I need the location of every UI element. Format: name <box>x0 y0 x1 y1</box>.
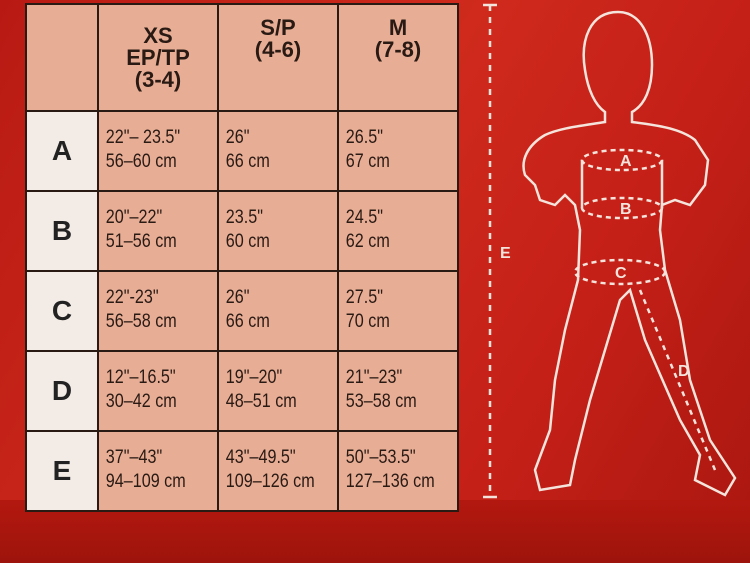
table-row: E 37"–43" 94–109 cm 43"–49.5" 109–126 cm 50"–… <box>25 430 459 512</box>
inches-value: 24.5" <box>345 207 383 228</box>
cell-text: 50"–53.5" 127–136 cm <box>339 432 439 494</box>
cm-value: 53–58 cm <box>345 391 417 412</box>
cm-value: 56–58 cm <box>105 311 177 332</box>
inches-value: 43"–49.5" <box>225 447 296 468</box>
size-cell: 27.5" 70 cm <box>337 270 459 352</box>
cm-value: 67 cm <box>345 151 390 172</box>
label-b: B <box>620 201 632 218</box>
inches-value: 12"–16.5" <box>105 367 176 388</box>
cm-value: 70 cm <box>345 311 390 332</box>
table-row: B 20"–22" 51–56 cm 23.5" 60 cm 24.5" 62 cm <box>25 190 459 272</box>
cell-text: 24.5" 62 cm <box>339 192 439 254</box>
cm-value: 62 cm <box>345 231 390 252</box>
cell-text: 12"–16.5" 30–42 cm <box>99 352 199 414</box>
size-cell: 24.5" 62 cm <box>337 190 459 272</box>
cell-text: 22"– 23.5" 56–60 cm <box>99 112 199 174</box>
row-label: E <box>25 430 99 512</box>
label-d: D <box>678 363 690 380</box>
row-label: A <box>25 110 99 192</box>
cell-text: 22"-23" 56–58 cm <box>99 272 199 334</box>
size-cell: 37"–43" 94–109 cm <box>97 430 219 512</box>
size-cell: 23.5" 60 cm <box>217 190 339 272</box>
inches-value: 22"-23" <box>105 287 159 308</box>
size-cell: 43"–49.5" 109–126 cm <box>217 430 339 512</box>
cm-value: 127–136 cm <box>345 471 435 492</box>
measure-c-ellipse <box>573 258 667 286</box>
size-cell: 21"–23" 53–58 cm <box>337 350 459 432</box>
header-m: M (7-8) <box>337 3 459 112</box>
measure-d-line <box>638 289 717 471</box>
cell-text: 26" 66 cm <box>219 272 319 334</box>
cell-text: 37"–43" 94–109 cm <box>99 432 199 494</box>
cm-value: 66 cm <box>225 311 270 332</box>
inches-value: 37"–43" <box>105 447 163 468</box>
label-c: C <box>615 265 627 282</box>
corner-cell <box>25 3 99 112</box>
cm-value: 48–51 cm <box>225 391 297 412</box>
size-cell: 22"– 23.5" 56–60 cm <box>97 110 219 192</box>
cm-value: 94–109 cm <box>105 471 186 492</box>
cm-value: 60 cm <box>225 231 270 252</box>
row-label: D <box>25 350 99 432</box>
cell-text: 27.5" 70 cm <box>339 272 439 334</box>
row-label: B <box>25 190 99 272</box>
size-cell: 20"–22" 51–56 cm <box>97 190 219 272</box>
cm-value: 30–42 cm <box>105 391 177 412</box>
child-measurement-figure: A B C D E <box>483 3 737 499</box>
label-a: A <box>620 153 632 170</box>
size-chart-table: XS EP/TP (3-4) S/P (4-6) M (7-8) A 22"– 23.5"… <box>25 3 459 512</box>
label-e: E <box>500 245 511 262</box>
cell-text: 43"–49.5" 109–126 cm <box>219 432 319 494</box>
inches-value: 20"–22" <box>105 207 163 228</box>
table-row: D 12"–16.5" 30–42 cm 19"–20" 48–51 cm 21"–23"… <box>25 350 459 432</box>
cell-text: 20"–22" 51–56 cm <box>99 192 199 254</box>
cm-value: 51–56 cm <box>105 231 177 252</box>
size-cell: 26" 66 cm <box>217 110 339 192</box>
header-row: XS EP/TP (3-4) S/P (4-6) M (7-8) <box>25 3 459 112</box>
table-row: C 22"-23" 56–58 cm 26" 66 cm 27.5" 70 cm <box>25 270 459 352</box>
cell-text: 21"–23" 53–58 cm <box>339 352 439 414</box>
cm-value: 56–60 cm <box>105 151 177 172</box>
inches-value: 23.5" <box>225 207 263 228</box>
cell-text: 19"–20" 48–51 cm <box>219 352 319 414</box>
inches-value: 26.5" <box>345 127 383 148</box>
inches-value: 27.5" <box>345 287 383 308</box>
size-cell: 26.5" 67 cm <box>337 110 459 192</box>
cell-text: 26.5" 67 cm <box>339 112 439 174</box>
cm-value: 66 cm <box>225 151 270 172</box>
size-cell: 12"–16.5" 30–42 cm <box>97 350 219 432</box>
header-xs: XS EP/TP (3-4) <box>97 3 219 112</box>
inches-value: 22"– 23.5" <box>105 127 181 148</box>
row-label: C <box>25 270 99 352</box>
table-row: A 22"– 23.5" 56–60 cm 26" 66 cm 26.5" 67 cm <box>25 110 459 192</box>
inches-value: 26" <box>225 127 250 148</box>
cm-value: 109–126 cm <box>225 471 315 492</box>
cell-text: 26" 66 cm <box>219 112 319 174</box>
inches-value: 19"–20" <box>225 367 283 388</box>
size-cell: 26" 66 cm <box>217 270 339 352</box>
inches-value: 26" <box>225 287 250 308</box>
inches-value: 21"–23" <box>345 367 403 388</box>
header-s: S/P (4-6) <box>217 3 339 112</box>
inches-value: 50"–53.5" <box>345 447 416 468</box>
size-cell: 50"–53.5" 127–136 cm <box>337 430 459 512</box>
cell-text: 23.5" 60 cm <box>219 192 319 254</box>
size-cell: 22"-23" 56–58 cm <box>97 270 219 352</box>
size-cell: 19"–20" 48–51 cm <box>217 350 339 432</box>
child-outline <box>522 10 737 497</box>
